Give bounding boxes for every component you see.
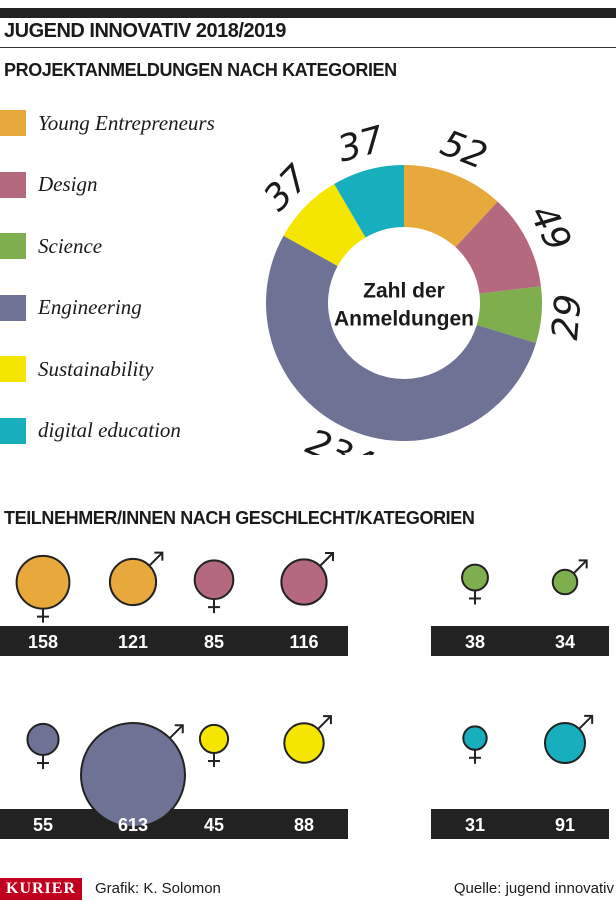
female-value-label: 31 [465, 815, 485, 835]
donut-center-label: Anmeldungen [334, 308, 474, 331]
section-title-registrations: PROJEKTANMELDUNGEN NACH KATEGORIEN [4, 60, 397, 80]
section-title-participants: TEILNEHMER/INNEN NACH GESCHLECHT/KATEGOR… [4, 508, 475, 528]
male-value-label: 116 [289, 632, 318, 652]
legend-label: Sustainability [38, 356, 154, 381]
legend-swatch [0, 294, 26, 321]
value-bar [170, 626, 348, 656]
female-value-label: 85 [204, 632, 224, 652]
value-bar [431, 626, 609, 656]
legend-item: Science [0, 231, 102, 261]
female-symbol [15, 554, 71, 610]
source-text: Quelle: jugend innovativ [453, 880, 614, 897]
female-symbol [462, 725, 488, 751]
male-symbol [280, 558, 328, 606]
male-symbol [543, 721, 587, 765]
male-symbol-arrow [317, 715, 332, 730]
female-value-label: 55 [33, 815, 53, 835]
gender-chart: 158 121 85 116 38 34 55 613 45 88 31 91 [0, 551, 609, 839]
donut-center-label: Zahl der [363, 280, 445, 303]
brand-logo: KURIER [0, 878, 83, 900]
legend-swatch [0, 417, 26, 444]
legend-label: digital education [38, 418, 181, 442]
donut-value-label: 52 [435, 123, 493, 178]
male-value-label: 121 [118, 632, 148, 652]
legend-swatch [0, 171, 26, 198]
legend-swatch [0, 356, 26, 382]
credit-text: Grafik: K. Solomon [95, 880, 221, 897]
donut-slice [265, 235, 537, 442]
male-value-label: 91 [555, 815, 575, 835]
donut-slice [455, 201, 541, 294]
male-symbol [283, 722, 325, 764]
gender-group: 55 613 [0, 722, 186, 839]
male-symbol-arrowhead [174, 724, 184, 734]
value-bar [431, 809, 609, 839]
donut-value-label: 29 [545, 293, 590, 342]
male-symbol-arrow [148, 551, 164, 567]
female-value-label: 45 [204, 815, 224, 835]
male-value-label: 34 [555, 632, 575, 652]
gender-group: 85 116 [170, 552, 348, 656]
male-symbol-arrow [578, 715, 593, 730]
donut-slice [404, 165, 498, 248]
male-symbol [108, 557, 158, 607]
donut-slice [283, 183, 366, 266]
female-symbol [193, 559, 235, 601]
top-bar [0, 8, 616, 18]
page-title: JUGEND INNOVATIV 2018/2019 [4, 20, 286, 42]
value-bar [0, 626, 177, 656]
male-symbol-arrowhead [324, 552, 334, 562]
gender-group: 158 121 [0, 551, 177, 656]
gender-group: 45 88 [170, 715, 348, 839]
gender-group: 38 34 [431, 559, 609, 656]
legend-swatch [0, 233, 26, 259]
male-symbol-arrow [572, 559, 588, 575]
donut-slice [334, 165, 404, 238]
male-symbol-arrowhead [578, 559, 588, 569]
legend-label: Engineering [38, 295, 142, 319]
male-symbol-arrowhead [322, 715, 332, 725]
legend-item: Engineering [0, 293, 142, 323]
male-value-label: 88 [294, 815, 314, 835]
legend-label: Science [38, 233, 103, 258]
legend-label: Young Entrepreneurs [38, 110, 215, 135]
legend-item: Sustainability [0, 354, 154, 384]
gender-group: 31 91 [431, 714, 609, 839]
female-symbol [26, 722, 60, 757]
female-symbol [461, 563, 489, 592]
male-symbol [80, 722, 186, 828]
male-symbol-arrowhead [154, 551, 164, 561]
legend-item: Design [0, 170, 98, 200]
legend-label: Design [38, 172, 98, 196]
male-symbol-arrowhead [584, 714, 594, 724]
legend-swatch [0, 110, 26, 136]
legend-item: digital education [0, 416, 181, 446]
female-symbol [198, 723, 230, 755]
male-value-label: 613 [118, 815, 148, 835]
female-value-label: 38 [465, 632, 485, 652]
female-value-label: 158 [28, 632, 58, 652]
donut-value-label: 37 [334, 119, 389, 171]
footer: KURIER Grafik: K. Solomon Quelle: jugend… [0, 878, 616, 900]
legend-item: Young Entrepreneurs [0, 108, 215, 138]
donut-slice [476, 286, 542, 344]
male-symbol-arrow [319, 552, 334, 567]
male-symbol [551, 568, 579, 596]
title-divider [0, 47, 616, 48]
male-symbol-arrow [169, 724, 184, 739]
value-bar [170, 809, 348, 839]
